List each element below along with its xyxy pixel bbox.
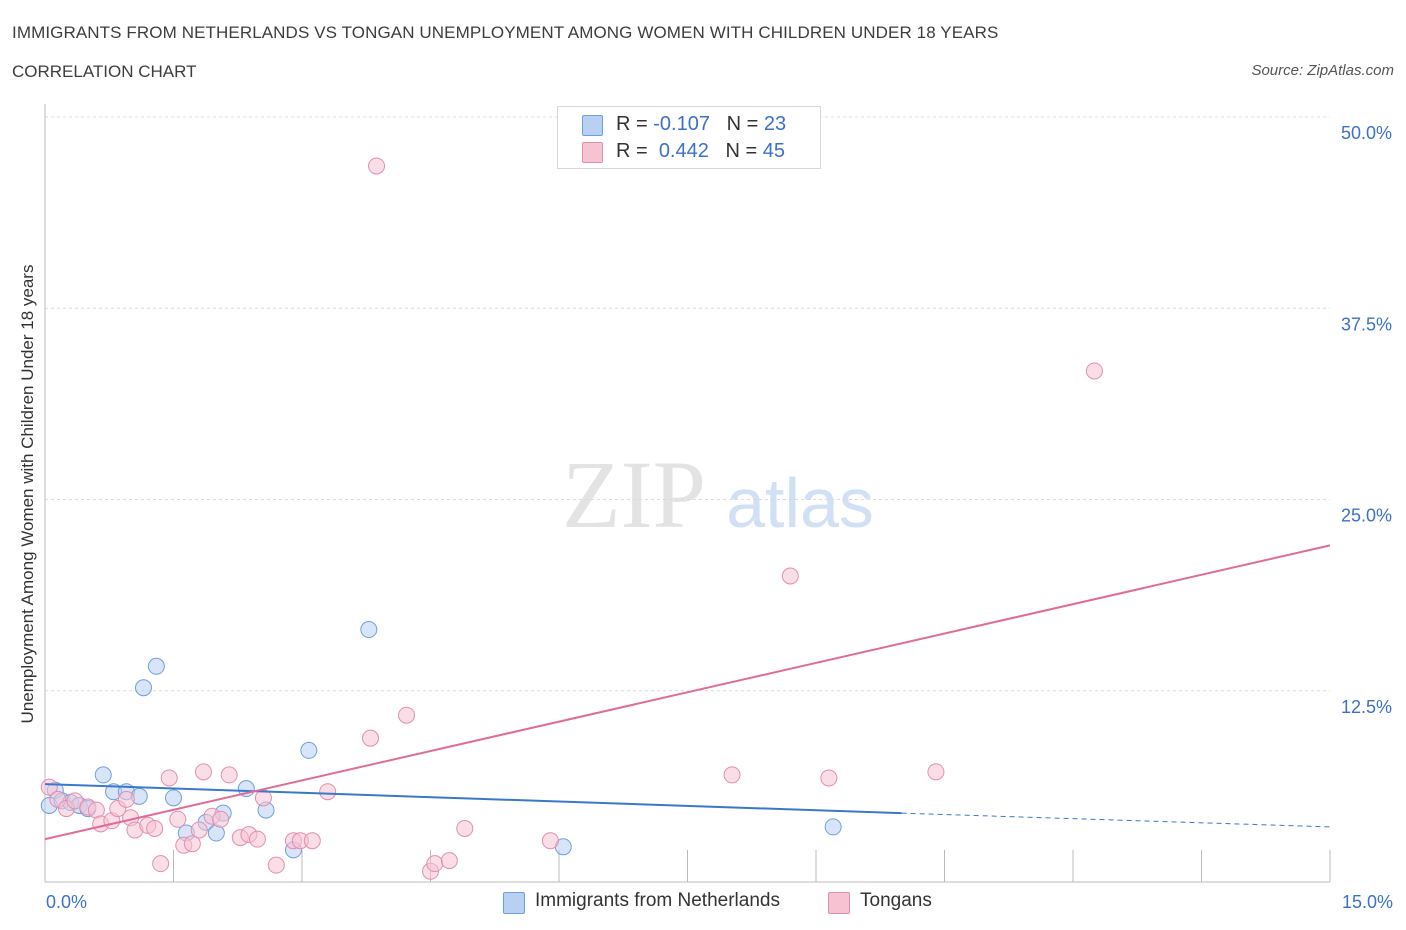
y-tick-label: 12.5% [1341, 697, 1392, 717]
watermark-zip: ZIP [562, 441, 706, 548]
data-point-tongans [362, 729, 380, 747]
data-point-netherlands [300, 741, 318, 759]
trend-line-netherlands-extension [901, 812, 1331, 828]
watermark-atlas: atlas [726, 464, 874, 542]
y-tick-label: 37.5% [1341, 314, 1392, 334]
data-point-netherlands [135, 679, 153, 697]
y-tick-label: 50.0% [1341, 123, 1392, 143]
x-tick-label: 0.0% [46, 892, 87, 912]
y-tick-label: 25.0% [1341, 506, 1392, 526]
watermark: ZIP atlas [562, 441, 874, 548]
data-point-tongans [190, 821, 208, 839]
data-point-tongans [152, 855, 170, 873]
legend-swatch-blue [582, 115, 603, 136]
data-point-tongans [267, 856, 285, 874]
data-point-tongans [183, 835, 201, 853]
bottom-legend-label: Tongans [860, 890, 932, 911]
bottom-legend-swatch-blue [503, 892, 525, 914]
trend-lines [44, 544, 1331, 841]
chart-subtitle: CORRELATION CHART [12, 62, 197, 81]
data-point-tongans [440, 852, 458, 870]
bottom-legend-label: Immigrants from Netherlands [535, 890, 780, 911]
data-point-tongans [723, 766, 741, 784]
legend-swatch-pink [582, 142, 603, 163]
legend-r-label: R = [616, 140, 654, 162]
data-point-netherlands [147, 657, 165, 675]
data-point-tongans [194, 763, 212, 781]
data-point-netherlands [165, 789, 182, 807]
data-point-tongans [248, 830, 266, 848]
data-point-tongans [160, 769, 178, 787]
data-point-netherlands [824, 818, 842, 836]
data-point-tongans [398, 706, 416, 724]
legend-r-value: -0.107 [653, 113, 710, 135]
data-point-tongans [541, 832, 559, 850]
tick-labels: 12.5% 25.0% 37.5% 50.0% 0.0% 15.0% [46, 123, 1393, 912]
x-tick-label: 15.0% [1342, 892, 1393, 912]
trend-line-netherlands [44, 783, 902, 815]
legend-n-value: 45 [762, 140, 786, 162]
chart-title: IMMIGRANTS FROM NETHERLANDS VS TONGAN UN… [12, 23, 999, 42]
data-point-tongans [146, 819, 164, 837]
data-point-tongans [212, 810, 230, 828]
data-point-tongans [117, 790, 135, 808]
trend-line-tongans [44, 544, 1331, 841]
data-point-tongans [781, 567, 799, 585]
data-point-netherlands [94, 766, 112, 784]
data-point-tongans [220, 766, 238, 784]
data-point-tongans [927, 763, 945, 781]
bottom-legend-swatch-pink [828, 892, 850, 914]
source-credit: Source: ZipAtlas.com [1251, 62, 1394, 79]
data-point-tongans [368, 157, 386, 175]
legend-r-value: 0.442 [658, 140, 709, 162]
legend-r-label: R = [616, 113, 654, 135]
data-point-tongans [456, 819, 474, 837]
data-point-tongans [426, 855, 444, 873]
y-axis-label: Unemployment Among Women with Children U… [18, 265, 37, 724]
axes [44, 104, 1331, 883]
data-point-tongans [319, 783, 337, 801]
data-point-tongans [1085, 362, 1103, 380]
series-tongans-points [40, 157, 1103, 880]
legend-n-value: 23 [763, 113, 787, 135]
data-point-tongans [169, 810, 187, 828]
data-point-tongans [303, 832, 321, 850]
data-point-netherlands [360, 621, 378, 639]
data-point-tongans [820, 769, 838, 787]
series-netherlands-points [40, 621, 842, 859]
legend-n-label: N = [726, 113, 764, 135]
legend-n-label: N = [725, 140, 763, 162]
correlation-legend: R = -0.107 N = 23 R = 0.442 N = 45 [557, 106, 821, 169]
